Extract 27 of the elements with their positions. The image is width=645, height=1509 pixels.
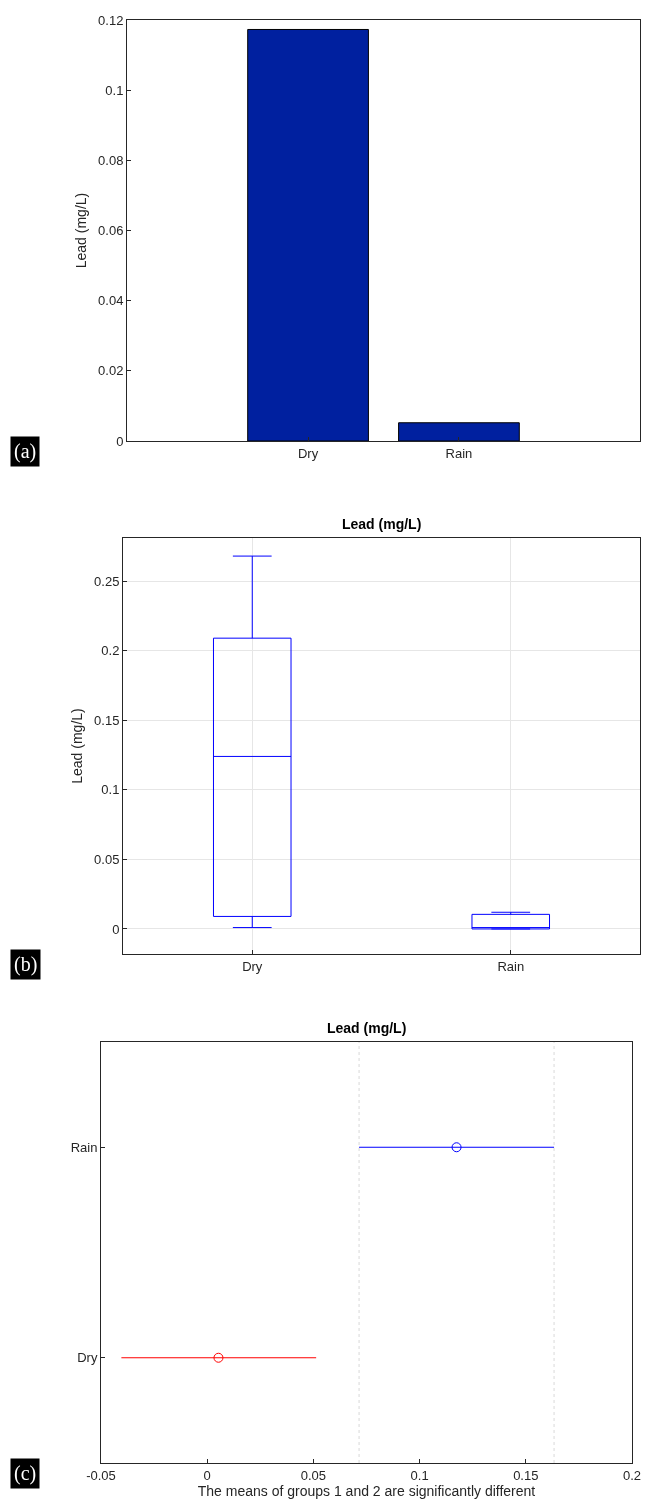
x-tick-label: -0.05 bbox=[86, 1467, 116, 1483]
y-tick-label: 0 bbox=[112, 921, 120, 937]
chart-title: Lead (mg/L) bbox=[327, 1020, 407, 1036]
y-tick-label: 0 bbox=[116, 433, 124, 449]
y-tick-label: 0.05 bbox=[94, 851, 120, 867]
text: (b) bbox=[14, 953, 38, 976]
y-tick-label: 0.04 bbox=[98, 293, 124, 309]
y-axis-title: Lead (mg/L) bbox=[72, 192, 89, 269]
y-tick-label: 0.12 bbox=[98, 12, 124, 28]
y-tick-label: 0.08 bbox=[98, 152, 124, 168]
x-tick-label: 0.05 bbox=[300, 1467, 327, 1483]
y-tick-label: 0.15 bbox=[94, 712, 120, 728]
y-tick-label: 0.02 bbox=[98, 363, 124, 379]
x-tick-label: 0.2 bbox=[622, 1467, 642, 1483]
x-tick-label: 0 bbox=[203, 1467, 211, 1483]
y-axis-title: Lead (mg/L) bbox=[68, 708, 85, 784]
x-tick-label: 0.15 bbox=[513, 1467, 539, 1483]
y-tick-label: 0.1 bbox=[105, 82, 124, 98]
chart-title: Lead (mg/L) bbox=[342, 516, 422, 532]
y-tick-label: 0.1 bbox=[101, 782, 120, 798]
text: (c) bbox=[14, 1462, 37, 1485]
x-tick-label: 0.1 bbox=[410, 1467, 429, 1483]
y-tick-label: 0.2 bbox=[101, 643, 120, 659]
x-axis-title: The means of groups 1 and 2 are significantly different bbox=[197, 1482, 536, 1499]
y-tick-label: 0.25 bbox=[94, 573, 120, 589]
text: (a) bbox=[14, 440, 37, 463]
y-tick-label: 0.06 bbox=[98, 223, 124, 239]
